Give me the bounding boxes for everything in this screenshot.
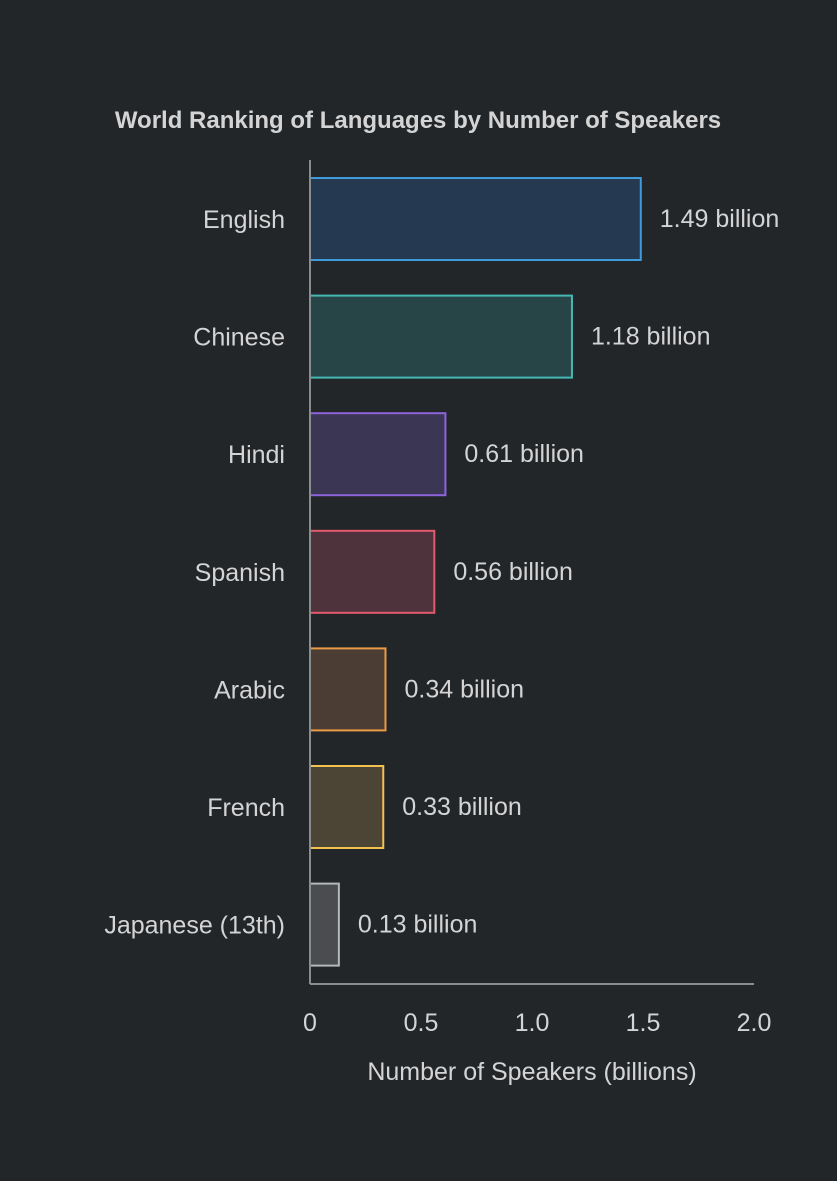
chart-title: World Ranking of Languages by Number of … [115, 107, 721, 134]
bar-1 [309, 294, 573, 379]
x-tick-label: 1.5 [626, 1009, 661, 1037]
bar-2 [309, 412, 447, 497]
category-label: Arabic [214, 676, 285, 704]
value-label: 0.61 billion [464, 440, 584, 468]
category-label: French [207, 794, 285, 822]
x-axis-title: Number of Speakers (billions) [367, 1058, 696, 1086]
value-label: 0.13 billion [358, 911, 478, 939]
labels-layer: English 1.49 billion Chinese 1.18 billion Hi… [104, 205, 779, 940]
bars-layer [309, 177, 642, 967]
value-label: 0.56 billion [453, 558, 573, 586]
category-label: Japanese (13th) [104, 912, 285, 940]
category-label: Spanish [195, 559, 285, 587]
bar-6 [309, 882, 340, 967]
bar-4 [309, 647, 387, 732]
x-tick-label: 1.0 [515, 1009, 550, 1037]
value-label: 1.49 billion [660, 205, 780, 233]
category-label: Hindi [228, 441, 285, 469]
value-label: 0.34 billion [404, 675, 524, 703]
axis-layer: 0 0.5 1.0 1.5 2.0 [303, 160, 771, 1037]
bar-0 [309, 177, 642, 261]
value-label: 1.18 billion [591, 323, 711, 351]
x-tick-label: 0 [303, 1009, 317, 1037]
category-label: English [203, 206, 285, 234]
x-tick-label: 0.5 [404, 1009, 439, 1037]
x-tick-label: 2.0 [737, 1009, 772, 1037]
bar-3 [309, 529, 436, 614]
bar-5 [309, 765, 385, 849]
category-label: Chinese [193, 324, 285, 352]
value-label: 0.33 billion [402, 793, 522, 821]
